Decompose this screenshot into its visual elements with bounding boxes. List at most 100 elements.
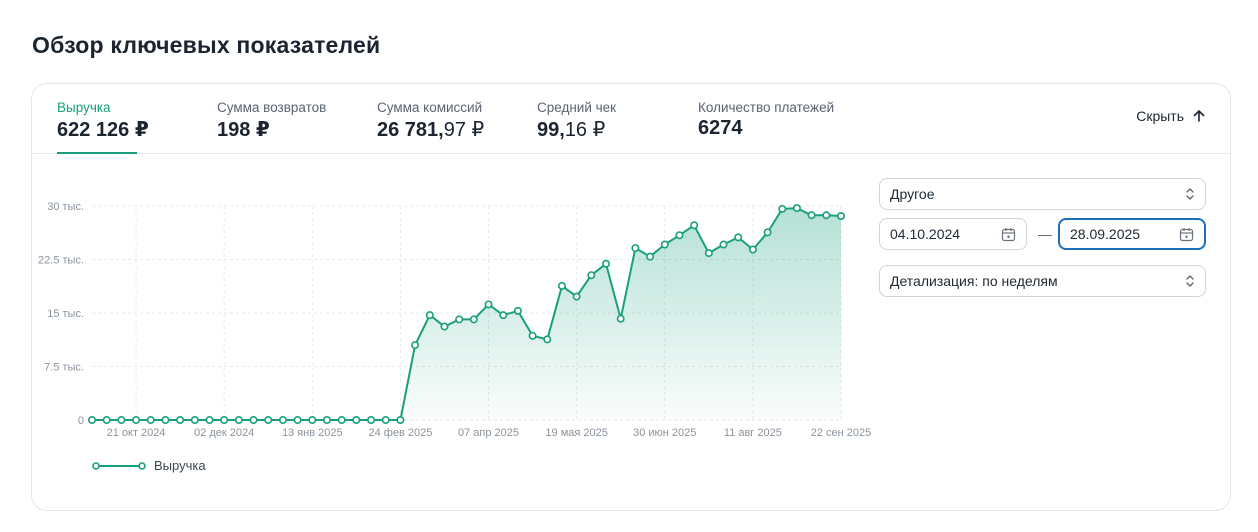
detail-select-value: Детализация: по неделям (890, 273, 1058, 289)
data-point[interactable] (411, 341, 420, 350)
data-point[interactable] (792, 204, 801, 213)
tab-label: Выручка (57, 100, 111, 115)
y-tick-label: 22.5 тыс. (38, 255, 84, 267)
data-point[interactable] (220, 416, 229, 425)
tab-value: 622 126 ₽ (57, 117, 149, 142)
chart-svg: 0 7.5 тыс. 15 тыс. 22.5 тыс. 30 тыс. 21 окт … (38, 201, 871, 439)
hide-button[interactable]: Скрыть (1136, 108, 1206, 124)
page-title: Обзор ключевых показателей (32, 32, 381, 58)
date-to-field[interactable] (1058, 218, 1206, 250)
data-point[interactable] (602, 259, 611, 268)
tab-value-int: 6274 (698, 117, 743, 139)
data-point[interactable] (455, 315, 464, 324)
date-from-field[interactable] (879, 218, 1027, 250)
x-tick-label: 30 июн 2025 (633, 427, 696, 439)
x-tick-label: 19 мая 2025 (545, 427, 607, 439)
x-tick-label: 21 окт 2024 (107, 427, 166, 439)
data-point[interactable] (557, 281, 566, 290)
tab-revenue[interactable]: Выручка 622 126 ₽ (57, 100, 149, 142)
data-point[interactable] (87, 416, 96, 425)
data-point[interactable] (146, 416, 155, 425)
data-point[interactable] (587, 271, 596, 280)
data-point[interactable] (161, 416, 170, 425)
y-tick-label: 7.5 тыс. (44, 362, 84, 374)
data-point[interactable] (572, 292, 581, 301)
data-point[interactable] (381, 416, 390, 425)
tab-average-check[interactable]: Средний чек 99,16 ₽ (537, 100, 616, 142)
series-line-revenue (92, 207, 842, 421)
data-point[interactable] (690, 221, 699, 230)
data-point[interactable] (367, 416, 376, 425)
data-point[interactable] (308, 416, 317, 425)
legend-line-icon (92, 461, 146, 470)
data-point[interactable] (176, 416, 185, 425)
tab-label: Средний чек (537, 100, 617, 115)
data-point[interactable] (836, 211, 845, 220)
x-tick-label: 11 авг 2025 (724, 427, 782, 439)
data-point[interactable] (190, 416, 199, 425)
data-point[interactable] (234, 416, 243, 425)
data-point[interactable] (425, 311, 434, 320)
data-point[interactable] (822, 211, 831, 220)
period-select-value: Другое (890, 186, 935, 202)
data-point[interactable] (102, 416, 111, 425)
hide-button-label: Скрыть (1136, 108, 1184, 124)
data-point[interactable] (132, 416, 141, 425)
data-point[interactable] (660, 240, 669, 249)
data-point[interactable] (205, 416, 214, 425)
data-point[interactable] (117, 416, 126, 425)
data-point[interactable] (499, 311, 508, 320)
tab-commissions[interactable]: Сумма комиссий 26 781,97 ₽ (377, 100, 484, 142)
period-select[interactable]: Другое (879, 178, 1206, 210)
calendar-icon[interactable] (1179, 227, 1194, 242)
date-from-input[interactable] (890, 226, 990, 242)
data-point[interactable] (763, 228, 772, 237)
data-point[interactable] (513, 306, 522, 315)
data-point[interactable] (543, 335, 552, 344)
tab-value-int: 99, (537, 119, 565, 141)
calendar-icon[interactable] (1001, 227, 1016, 242)
x-tick-label: 07 апр 2025 (458, 427, 519, 439)
date-to-input[interactable] (1070, 226, 1170, 242)
data-point[interactable] (322, 416, 331, 425)
data-point[interactable] (778, 204, 787, 213)
data-point[interactable] (807, 211, 816, 220)
tab-refunds[interactable]: Сумма возвратов 198 ₽ (217, 100, 326, 142)
revenue-chart: 0 7.5 тыс. 15 тыс. 22.5 тыс. 30 тыс. 21 окт … (32, 194, 882, 454)
chevron-updown-icon (1186, 188, 1194, 200)
data-point[interactable] (440, 322, 449, 331)
data-point[interactable] (719, 240, 728, 249)
arrow-up-icon (1193, 110, 1205, 122)
kpi-card: Выручка 622 126 ₽ Сумма возвратов 198 ₽ … (31, 83, 1231, 511)
series-area-revenue (92, 208, 841, 420)
data-point[interactable] (484, 300, 493, 309)
x-tick-label: 24 фев 2025 (368, 427, 432, 439)
tab-value-int: 26 781, (377, 119, 444, 141)
chart-legend[interactable]: Выручка (92, 458, 206, 473)
data-point[interactable] (249, 416, 258, 425)
data-point[interactable] (631, 244, 640, 253)
data-point[interactable] (704, 249, 713, 258)
legend-label: Выручка (154, 458, 206, 473)
data-point[interactable] (264, 416, 273, 425)
data-point[interactable] (734, 233, 743, 242)
y-tick-label: 0 (78, 415, 84, 427)
tab-label: Сумма комиссий (377, 100, 483, 115)
data-point[interactable] (748, 245, 757, 254)
tab-value-frac: 97 ₽ (443, 119, 485, 141)
data-point[interactable] (337, 416, 346, 425)
data-point[interactable] (675, 231, 684, 240)
data-point[interactable] (528, 331, 537, 340)
tab-value: 26 781,97 ₽ (377, 117, 484, 142)
y-tick-label: 30 тыс. (47, 201, 84, 213)
tab-payments-count[interactable]: Количество платежей 6274 (698, 100, 834, 140)
data-point[interactable] (293, 416, 302, 425)
detail-select[interactable]: Детализация: по неделям (879, 265, 1206, 297)
data-point[interactable] (278, 416, 287, 425)
data-point[interactable] (616, 314, 625, 323)
data-point[interactable] (352, 416, 361, 425)
data-point[interactable] (469, 315, 478, 324)
date-separator: — (1038, 226, 1052, 242)
data-point[interactable] (396, 416, 405, 425)
data-point[interactable] (646, 252, 655, 261)
